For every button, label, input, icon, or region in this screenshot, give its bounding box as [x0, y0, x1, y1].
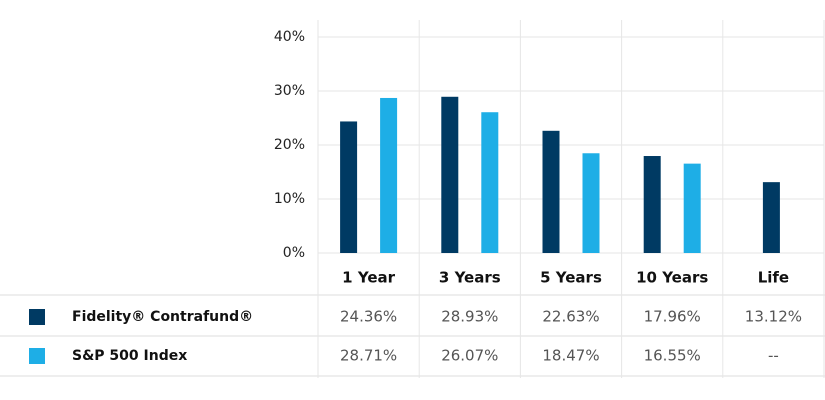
value-label: 26.07%: [441, 347, 498, 365]
value-label: 17.96%: [644, 308, 701, 326]
bar: [542, 130, 560, 253]
y-tick-label: 10%: [274, 191, 305, 207]
legend-swatch: [29, 309, 45, 325]
value-label: 24.36%: [340, 308, 397, 326]
value-label: 13.12%: [745, 308, 802, 326]
bar: [441, 96, 459, 253]
value-label: 22.63%: [542, 308, 599, 326]
y-tick-label: 0%: [283, 245, 305, 261]
bar: [683, 163, 701, 253]
y-tick-label: 40%: [274, 29, 305, 45]
y-tick-label: 20%: [274, 137, 305, 153]
bar: [481, 112, 499, 253]
bar: [340, 121, 358, 254]
x-tick-label: 3 Years: [439, 269, 501, 287]
x-tick-label: 10 Years: [636, 269, 708, 287]
legend-label: S&P 500 Index: [72, 348, 187, 364]
bar: [380, 97, 398, 253]
value-label: 16.55%: [644, 347, 701, 365]
bar: [762, 182, 780, 253]
value-label: --: [768, 347, 779, 365]
x-tick-label: Life: [758, 269, 789, 287]
legend-swatch: [29, 348, 45, 364]
legend-label: Fidelity® Contrafund®: [72, 309, 253, 325]
bar: [582, 153, 600, 253]
value-label: 28.71%: [340, 347, 397, 365]
value-label: 28.93%: [441, 308, 498, 326]
bar: [643, 156, 661, 253]
x-tick-label: 1 Year: [342, 269, 395, 287]
value-label: 18.47%: [542, 347, 599, 365]
y-tick-label: 30%: [274, 83, 305, 99]
x-tick-label: 5 Years: [540, 269, 602, 287]
